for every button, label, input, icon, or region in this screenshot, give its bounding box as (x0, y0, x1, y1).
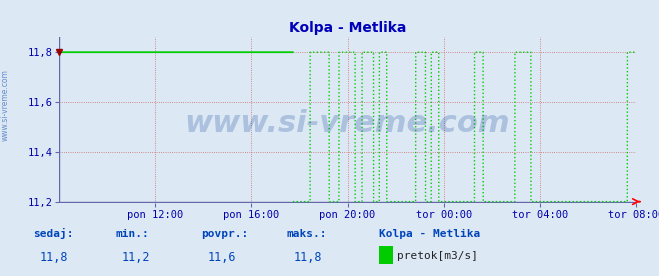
Text: min.:: min.: (115, 229, 149, 239)
Text: 11,6: 11,6 (208, 251, 236, 264)
Text: maks.:: maks.: (287, 229, 327, 239)
Text: sedaj:: sedaj: (33, 228, 73, 239)
Text: 11,8: 11,8 (40, 251, 68, 264)
Text: 11,8: 11,8 (293, 251, 322, 264)
Text: www.si-vreme.com: www.si-vreme.com (185, 109, 511, 138)
Text: povpr.:: povpr.: (201, 229, 248, 239)
Text: Kolpa - Metlika: Kolpa - Metlika (379, 229, 480, 239)
Title: Kolpa - Metlika: Kolpa - Metlika (289, 21, 407, 35)
Text: www.si-vreme.com: www.si-vreme.com (1, 69, 10, 141)
Text: pretok[m3/s]: pretok[m3/s] (397, 251, 478, 261)
Text: 11,2: 11,2 (122, 251, 150, 264)
